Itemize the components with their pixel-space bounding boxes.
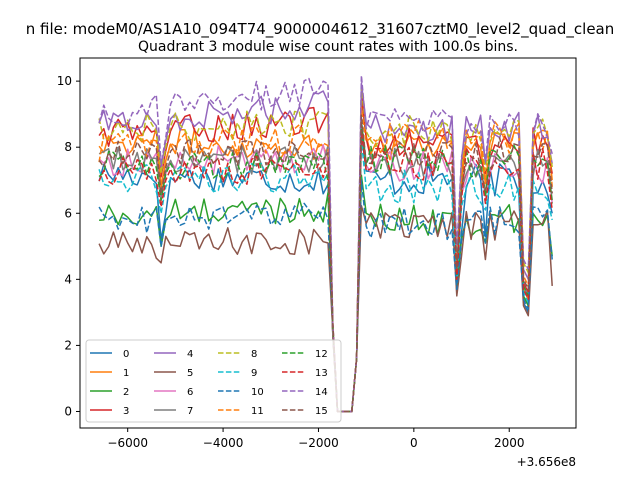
y-axis: 0 2 4 6 8 10	[57, 74, 80, 418]
legend-box	[85, 339, 342, 423]
x-offset-label: +3.656e8	[517, 455, 576, 469]
legend-label-7: 7	[187, 406, 193, 417]
legend-label-13: 13	[315, 368, 328, 379]
y-tick-label: 2	[64, 338, 72, 352]
x-tick-label: 2000	[494, 436, 525, 450]
chart-title: Quadrant 3 module wise count rates with …	[138, 39, 518, 55]
legend-label-0: 0	[123, 349, 129, 360]
y-tick-label: 4	[64, 272, 72, 286]
legend-label-11: 11	[251, 406, 264, 417]
x-tick-label: 0	[410, 436, 418, 450]
x-axis: −6000 −4000 −2000 0 2000	[107, 428, 525, 450]
y-tick-label: 6	[64, 206, 72, 220]
legend-label-6: 6	[187, 387, 193, 398]
suptitle: n file: modeM0/AS1A10_094T74_9000004612_…	[26, 20, 615, 39]
series-line-14	[98, 74, 553, 413]
y-tick-label: 0	[64, 404, 72, 418]
series-line-13	[98, 130, 553, 413]
series-layer	[98, 74, 553, 413]
legend-label-10: 10	[251, 387, 264, 398]
plot-frame	[79, 57, 577, 429]
legend-label-8: 8	[251, 349, 257, 360]
legend-label-4: 4	[187, 349, 193, 360]
y-tick-label: 10	[57, 74, 72, 88]
legend-label-5: 5	[187, 368, 193, 379]
legend-label-15: 15	[315, 406, 328, 417]
legend-label-3: 3	[123, 406, 129, 417]
x-tick-label: −6000	[107, 436, 148, 450]
legend-label-2: 2	[123, 387, 129, 398]
x-tick-label: −4000	[203, 436, 244, 450]
series-line-8	[98, 86, 553, 413]
series-line-10	[98, 179, 553, 413]
series-line-9	[98, 139, 553, 413]
series-line-5	[98, 204, 553, 413]
legend-label-12: 12	[315, 349, 328, 360]
legend-label-1: 1	[123, 368, 129, 379]
x-tick-label: −2000	[298, 436, 339, 450]
series-line-3	[98, 92, 553, 413]
y-tick-label: 8	[64, 140, 72, 154]
series-line-2	[99, 174, 553, 413]
legend-label-14: 14	[315, 387, 328, 398]
legend-label-9: 9	[251, 368, 257, 379]
